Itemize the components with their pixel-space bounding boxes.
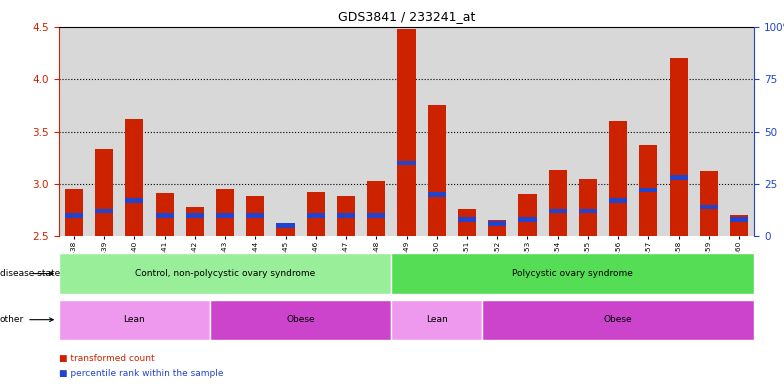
Bar: [579, 179, 597, 236]
Bar: [397, 161, 416, 165]
Bar: [216, 213, 234, 217]
Bar: [65, 189, 83, 236]
Text: other: other: [0, 315, 53, 324]
Text: Lean: Lean: [426, 315, 448, 324]
Text: Obese: Obese: [286, 315, 315, 324]
Bar: [391, 300, 482, 340]
Bar: [579, 209, 597, 214]
Bar: [95, 209, 113, 214]
Bar: [458, 209, 476, 236]
Text: Control, non-polycystic ovary syndrome: Control, non-polycystic ovary syndrome: [135, 269, 315, 278]
Bar: [488, 221, 506, 226]
Bar: [65, 213, 83, 217]
Bar: [427, 192, 446, 197]
Bar: [670, 58, 688, 236]
Bar: [186, 207, 204, 236]
Bar: [670, 175, 688, 180]
Bar: [549, 209, 567, 214]
Bar: [367, 213, 386, 217]
Text: ■ transformed count: ■ transformed count: [59, 354, 154, 363]
Bar: [639, 145, 658, 236]
Bar: [186, 213, 204, 217]
Bar: [125, 119, 143, 236]
Bar: [549, 170, 567, 236]
Bar: [609, 198, 627, 203]
Bar: [59, 300, 210, 340]
Bar: [277, 223, 295, 228]
Bar: [95, 149, 113, 236]
Bar: [125, 198, 143, 203]
Bar: [700, 171, 718, 236]
Bar: [337, 213, 355, 217]
Text: GDS3841 / 233241_at: GDS3841 / 233241_at: [338, 10, 475, 23]
Bar: [518, 217, 536, 222]
Bar: [700, 205, 718, 209]
Bar: [730, 215, 748, 236]
Bar: [246, 213, 264, 217]
Bar: [277, 223, 295, 236]
Bar: [155, 213, 174, 217]
Bar: [609, 121, 627, 236]
Bar: [639, 188, 658, 192]
Bar: [730, 217, 748, 222]
Bar: [518, 194, 536, 236]
Text: ■ percentile rank within the sample: ■ percentile rank within the sample: [59, 369, 223, 378]
Bar: [482, 300, 754, 340]
Bar: [246, 196, 264, 236]
Bar: [397, 29, 416, 236]
Bar: [216, 189, 234, 236]
Text: Obese: Obese: [604, 315, 633, 324]
Text: disease state: disease state: [0, 269, 60, 278]
Bar: [337, 196, 355, 236]
Bar: [307, 213, 325, 217]
Bar: [488, 220, 506, 236]
Bar: [155, 193, 174, 236]
Bar: [391, 253, 754, 294]
Bar: [458, 217, 476, 222]
Bar: [427, 105, 446, 236]
Text: Polycystic ovary syndrome: Polycystic ovary syndrome: [513, 269, 633, 278]
Bar: [367, 181, 386, 236]
Bar: [210, 300, 391, 340]
Text: Lean: Lean: [124, 315, 145, 324]
Bar: [59, 253, 391, 294]
Bar: [307, 192, 325, 236]
